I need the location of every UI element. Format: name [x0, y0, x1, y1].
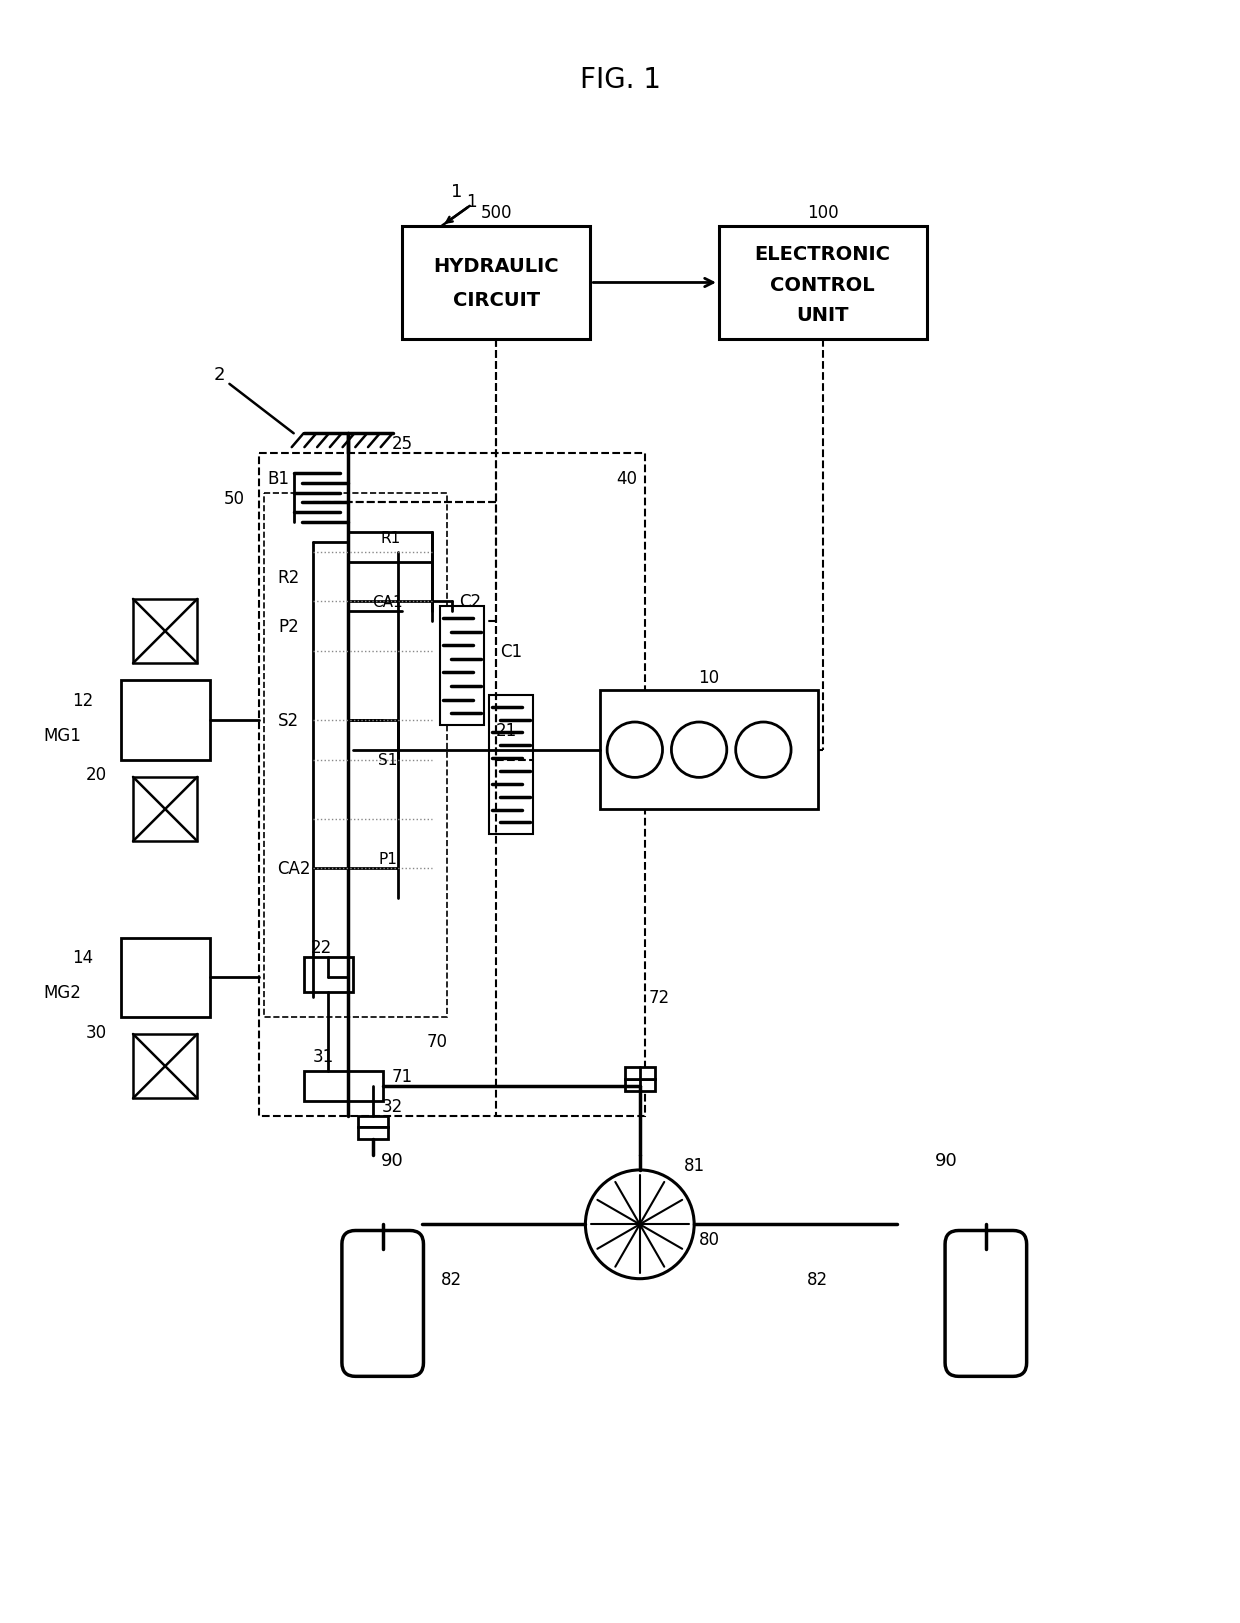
Text: CONTROL: CONTROL [770, 276, 875, 295]
Bar [358, 1128, 388, 1139]
Text: 21: 21 [496, 722, 517, 740]
Text: CA2: CA2 [277, 860, 310, 878]
Text: 2: 2 [213, 365, 226, 383]
Text: R2: R2 [278, 568, 300, 586]
Text: 82: 82 [441, 1269, 463, 1289]
Text: 70: 70 [427, 1032, 448, 1050]
Bar [490, 696, 533, 834]
Bar [625, 1068, 655, 1079]
Bar [719, 227, 926, 341]
Bar [625, 1079, 655, 1091]
Text: 32: 32 [382, 1097, 403, 1115]
Bar [259, 454, 645, 1117]
Text: 40: 40 [616, 469, 637, 487]
Text: 20: 20 [86, 766, 107, 784]
Text: 30: 30 [86, 1022, 107, 1040]
Bar [264, 493, 446, 1018]
Text: 80: 80 [698, 1230, 719, 1248]
Bar [304, 1071, 383, 1100]
Text: 71: 71 [392, 1068, 413, 1086]
Text: MG2: MG2 [43, 984, 81, 1001]
Circle shape [735, 722, 791, 777]
Text: B1: B1 [268, 469, 290, 487]
Text: 82: 82 [807, 1269, 828, 1289]
Text: FIG. 1: FIG. 1 [579, 67, 661, 94]
Bar [358, 1117, 388, 1128]
Text: R1: R1 [381, 531, 401, 545]
Text: P1: P1 [378, 852, 397, 867]
Text: 1: 1 [466, 193, 477, 211]
Text: UNIT: UNIT [796, 305, 849, 325]
Circle shape [585, 1170, 694, 1279]
Text: 12: 12 [72, 691, 93, 709]
Text: 22: 22 [311, 938, 332, 958]
Bar [133, 599, 197, 664]
Text: S1: S1 [378, 753, 397, 768]
Text: C2: C2 [459, 592, 481, 610]
Text: 90: 90 [381, 1151, 404, 1169]
Bar [133, 1034, 197, 1099]
Text: 81: 81 [683, 1156, 704, 1175]
Bar [133, 777, 197, 842]
Bar [304, 958, 353, 992]
Circle shape [608, 722, 662, 777]
Bar [120, 938, 210, 1018]
Text: 14: 14 [72, 949, 93, 967]
Text: CIRCUIT: CIRCUIT [453, 291, 539, 310]
Bar [600, 691, 817, 810]
Text: 100: 100 [807, 203, 838, 222]
Bar [120, 682, 210, 760]
FancyBboxPatch shape [342, 1230, 424, 1376]
Text: 500: 500 [481, 203, 512, 222]
Text: HYDRAULIC: HYDRAULIC [434, 256, 559, 276]
Bar [403, 227, 590, 341]
Bar [440, 607, 484, 725]
FancyBboxPatch shape [945, 1230, 1027, 1376]
Text: C1: C1 [500, 643, 522, 661]
Text: S2: S2 [278, 711, 299, 730]
Text: 25: 25 [392, 435, 413, 453]
Text: 50: 50 [224, 489, 244, 508]
Circle shape [671, 722, 727, 777]
Text: 31: 31 [312, 1047, 334, 1066]
Text: 72: 72 [649, 988, 670, 1006]
Text: 1: 1 [451, 183, 463, 201]
Text: P2: P2 [278, 618, 299, 636]
Text: 10: 10 [698, 669, 719, 687]
Text: MG1: MG1 [43, 727, 81, 745]
Text: 90: 90 [935, 1151, 957, 1169]
Text: ELECTRONIC: ELECTRONIC [755, 245, 890, 263]
Text: CA1: CA1 [372, 594, 403, 610]
